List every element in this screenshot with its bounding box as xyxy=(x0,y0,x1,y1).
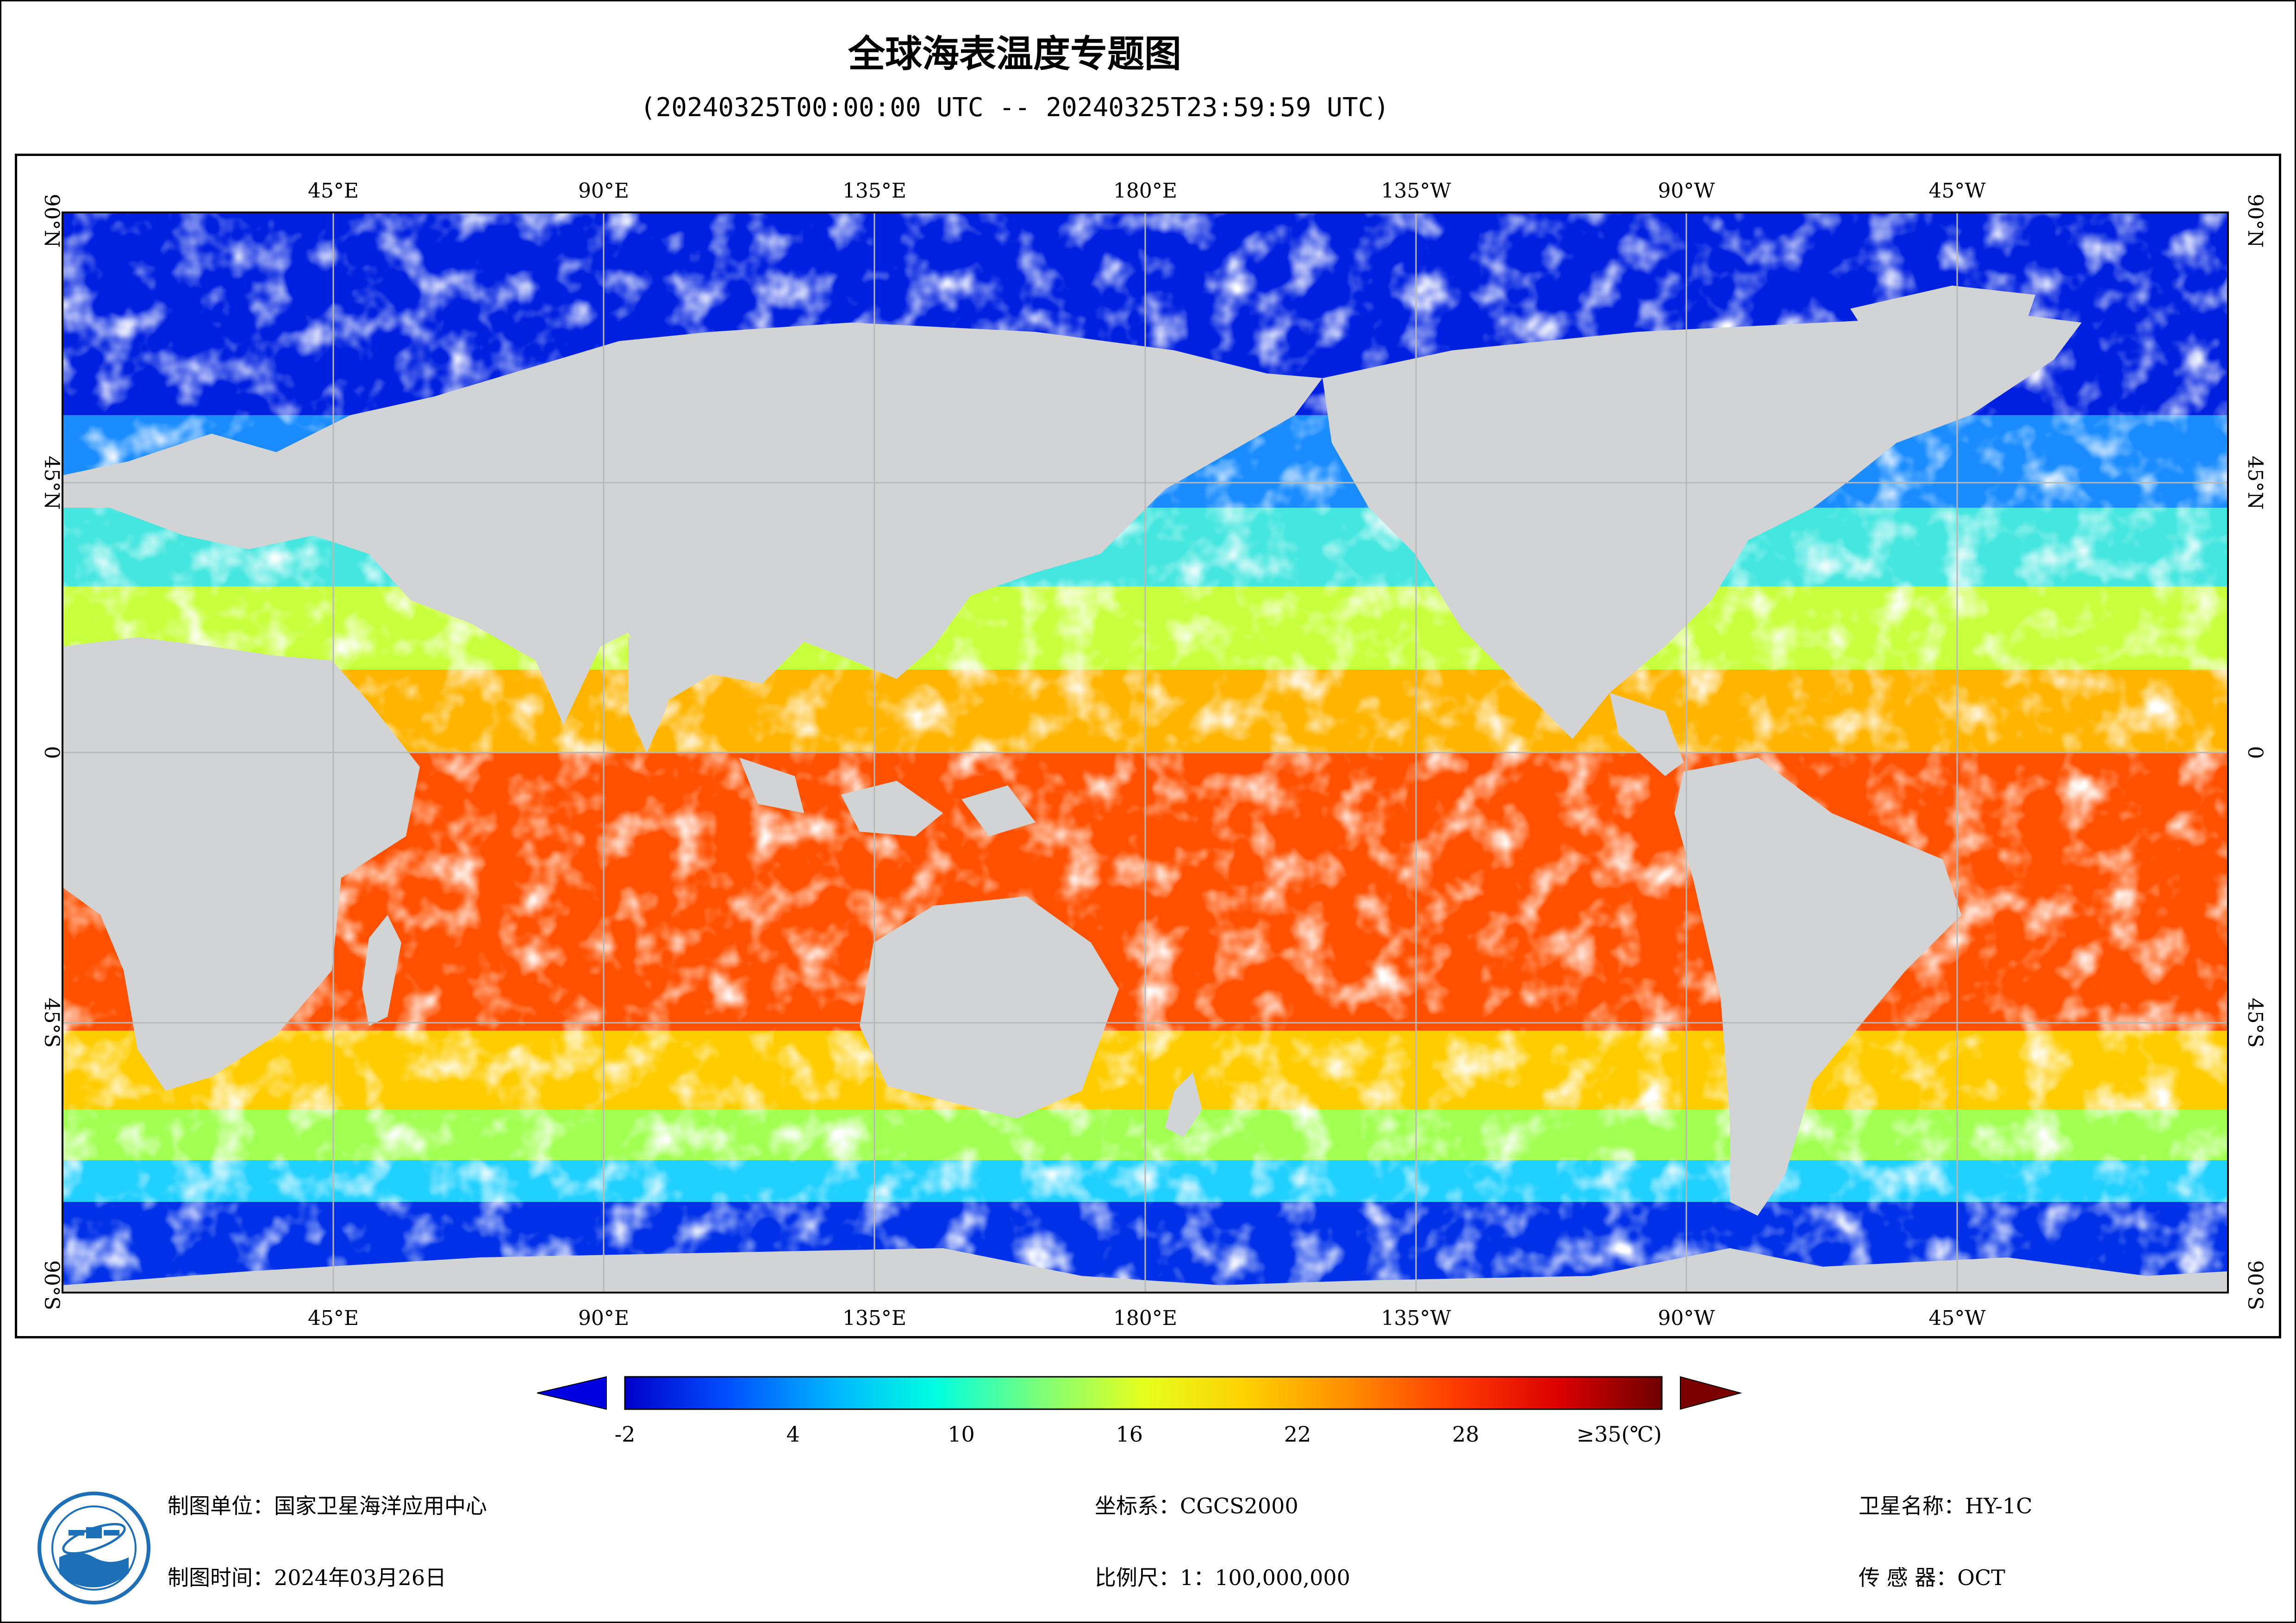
colorbar-tick-label: 10 xyxy=(948,1422,975,1447)
lon-label-bottom: 45°W xyxy=(1928,1306,1986,1330)
greenland xyxy=(1850,286,2035,397)
lon-label-top: 135°W xyxy=(1381,179,1451,203)
temperature-colorbar: -2 4 10 16 22 28 ≥35(℃) xyxy=(537,1376,1742,1447)
colorbar-max-arrow xyxy=(1680,1376,1742,1410)
australia xyxy=(860,896,1119,1119)
land-masses xyxy=(62,286,2228,1293)
coordinate-system: 坐标系：CGCS2000 xyxy=(1095,1493,1298,1518)
graticule xyxy=(62,212,2228,1293)
lat-label-right: 45°N xyxy=(2243,456,2267,510)
lon-label-bottom: 45°E xyxy=(308,1306,359,1330)
sensor-name: 传 感 器：OCT xyxy=(1859,1565,2005,1590)
lat-label-right: 45°S xyxy=(2243,998,2267,1048)
maritime-continent xyxy=(739,758,1036,836)
lat-label-left: 45°S xyxy=(40,998,63,1048)
sst-map: 45°E 90°E 135°E 180°E 135°W 90°W 45°W 45… xyxy=(40,179,2267,1330)
lon-label-top: 135°E xyxy=(842,179,906,203)
africa-landmass xyxy=(62,637,420,1091)
lon-label-bottom: 90°E xyxy=(578,1306,629,1330)
lat-label-right: 0 xyxy=(2243,746,2267,759)
eurasia-landmass xyxy=(62,323,1323,725)
lat-label-left: 90°S xyxy=(40,1260,63,1310)
producer-label: 制图单位：国家卫星海洋应用中心 xyxy=(168,1493,487,1518)
india xyxy=(628,637,684,753)
lon-label-bottom: 135°E xyxy=(842,1306,906,1330)
satellite-name: 卫星名称：HY-1C xyxy=(1859,1493,2033,1518)
colorbar-ticks: -2 4 10 16 22 28 ≥35(℃) xyxy=(615,1422,1662,1447)
colorbar-tick-label: 16 xyxy=(1116,1422,1143,1447)
lon-label-top: 90°W xyxy=(1658,179,1715,203)
map-scale: 比例尺：1：100,000,000 xyxy=(1095,1565,1350,1590)
colorbar-ramp xyxy=(624,1376,1663,1410)
lat-label-right: 90°S xyxy=(2243,1260,2267,1310)
colorbar-tick-label: 28 xyxy=(1452,1422,1479,1447)
lat-label-left: 45°N xyxy=(40,456,63,510)
agency-logo xyxy=(37,1492,150,1604)
colorbar-min-arrow xyxy=(537,1376,607,1410)
south-america xyxy=(1674,758,1961,1216)
map-title: 全球海表温度专题图 xyxy=(848,32,1181,75)
colorbar-tick-label: ≥35(℃) xyxy=(1577,1422,1662,1447)
lat-label-left: 90°N xyxy=(40,194,63,248)
map-frame: 45°E 90°E 135°E 180°E 135°W 90°W 45°W 45… xyxy=(15,154,2281,1338)
lon-label-bottom: 135°W xyxy=(1381,1306,1451,1330)
production-date: 制图时间：2024年03月26日 xyxy=(168,1565,447,1590)
lon-label-bottom: 180°E xyxy=(1113,1306,1177,1330)
central-america xyxy=(1610,693,1684,776)
lon-label-top: 45°E xyxy=(308,179,359,203)
lat-label-left: 0 xyxy=(40,746,63,759)
time-range-subtitle: (20240325T00:00:00 UTC -- 20240325T23:59… xyxy=(640,93,1390,123)
lon-label-top: 90°E xyxy=(578,179,629,203)
north-america xyxy=(1323,313,2082,739)
lon-label-top: 180°E xyxy=(1113,179,1177,203)
lat-label-right: 90°N xyxy=(2243,194,2267,248)
lon-label-bottom: 90°W xyxy=(1658,1306,1715,1330)
lon-label-top: 45°W xyxy=(1928,179,1986,203)
colorbar-tick-label: -2 xyxy=(615,1422,636,1447)
colorbar-tick-label: 22 xyxy=(1284,1422,1311,1447)
colorbar-tick-label: 4 xyxy=(786,1422,800,1447)
new-zealand xyxy=(1165,1072,1202,1137)
madagascar xyxy=(362,915,401,1026)
map-inner-border xyxy=(62,211,2229,1293)
